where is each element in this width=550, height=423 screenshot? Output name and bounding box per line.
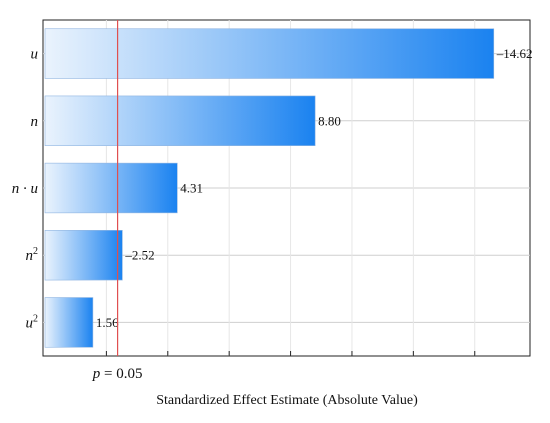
value-label: 4.31 xyxy=(180,181,203,196)
bar xyxy=(44,28,495,79)
x-ticks xyxy=(105,351,476,356)
category-label: u xyxy=(31,47,39,63)
p-value-label: p = 0.05 xyxy=(92,366,143,382)
x-axis-label: Standardized Effect Estimate (Absolute V… xyxy=(156,393,418,408)
value-label: –2.52 xyxy=(124,248,154,263)
value-label: 8.80 xyxy=(318,113,341,128)
bar xyxy=(44,297,94,348)
category-labels: u n n · u n2 u2 xyxy=(12,47,38,332)
category-label: n · u xyxy=(12,181,38,197)
value-labels: –14.62 8.80 4.31 –2.52 1.56 xyxy=(96,46,533,330)
bar xyxy=(44,162,178,214)
bar xyxy=(44,230,123,281)
value-label: –14.62 xyxy=(496,46,533,61)
category-label: n2 xyxy=(26,246,39,264)
bars xyxy=(44,28,495,348)
value-label: 1.56 xyxy=(96,315,119,330)
bar xyxy=(44,95,316,146)
category-label: n xyxy=(31,114,39,130)
category-label: u2 xyxy=(26,313,39,331)
